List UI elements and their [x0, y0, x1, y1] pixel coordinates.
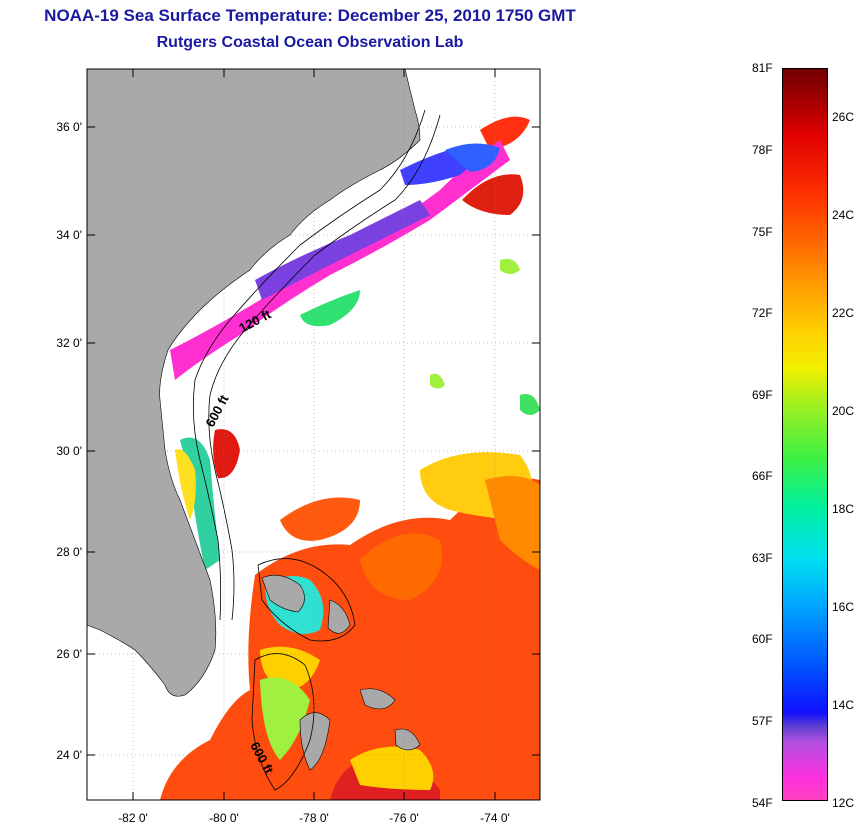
colorbar-c-label: 18C	[832, 502, 855, 516]
colorbar-f-label: 60F	[752, 632, 773, 646]
colorbar-f-label: 63F	[752, 551, 773, 565]
lon-label: -76 0'	[389, 811, 419, 825]
map-title: NOAA-19 Sea Surface Temperature: Decembe…	[44, 6, 576, 25]
map-content	[87, 69, 540, 800]
lon-label: -82 0'	[118, 811, 148, 825]
lon-label: -74 0'	[480, 811, 510, 825]
lat-label: 36 0'	[56, 120, 82, 134]
colorbar-c-label: 12C	[832, 796, 855, 810]
colorbar-f-label: 57F	[752, 714, 773, 728]
longitude-labels: -82 0' -80 0' -78 0' -76 0' -74 0'	[118, 811, 510, 825]
colorbar-c-label: 26C	[832, 110, 855, 124]
temperature-colorbar	[782, 68, 828, 801]
colorbar-c-label: 20C	[832, 404, 855, 418]
sst-warm-water	[160, 116, 540, 800]
colorbar-c-label: 16C	[832, 600, 855, 614]
lon-label: -80 0'	[209, 811, 239, 825]
lat-label: 24 0'	[56, 748, 82, 762]
tick-marks	[87, 69, 540, 800]
colorbar-c-label: 22C	[832, 306, 855, 320]
lat-label: 32 0'	[56, 336, 82, 350]
lat-label: 28 0'	[56, 545, 82, 559]
colorbar-f-label: 72F	[752, 306, 773, 320]
colorbar-c-label: 14C	[832, 698, 855, 712]
latitude-labels: 36 0' 34 0' 32 0' 30 0' 28 0' 26 0' 24 0…	[56, 120, 82, 762]
map-subtitle: Rutgers Coastal Ocean Observation Lab	[156, 34, 464, 51]
colorbar-f-label: 78F	[752, 143, 773, 157]
bahamas-islands	[261, 574, 421, 771]
colorbar-f-label: 54F	[752, 796, 773, 810]
colorbar-f-label: 81F	[752, 61, 773, 75]
sst-shelf-water	[170, 140, 540, 760]
lat-label: 34 0'	[56, 228, 82, 242]
colorbar-f-label: 66F	[752, 469, 773, 483]
colorbar-f-label: 75F	[752, 225, 773, 239]
lon-label: -78 0'	[299, 811, 329, 825]
colorbar-f-label: 69F	[752, 388, 773, 402]
colorbar-c-label: 24C	[832, 208, 855, 222]
land-southeast-us	[87, 69, 421, 697]
lat-label: 26 0'	[56, 647, 82, 661]
lat-label: 30 0'	[56, 444, 82, 458]
bathymetry-contours	[192, 109, 441, 791]
